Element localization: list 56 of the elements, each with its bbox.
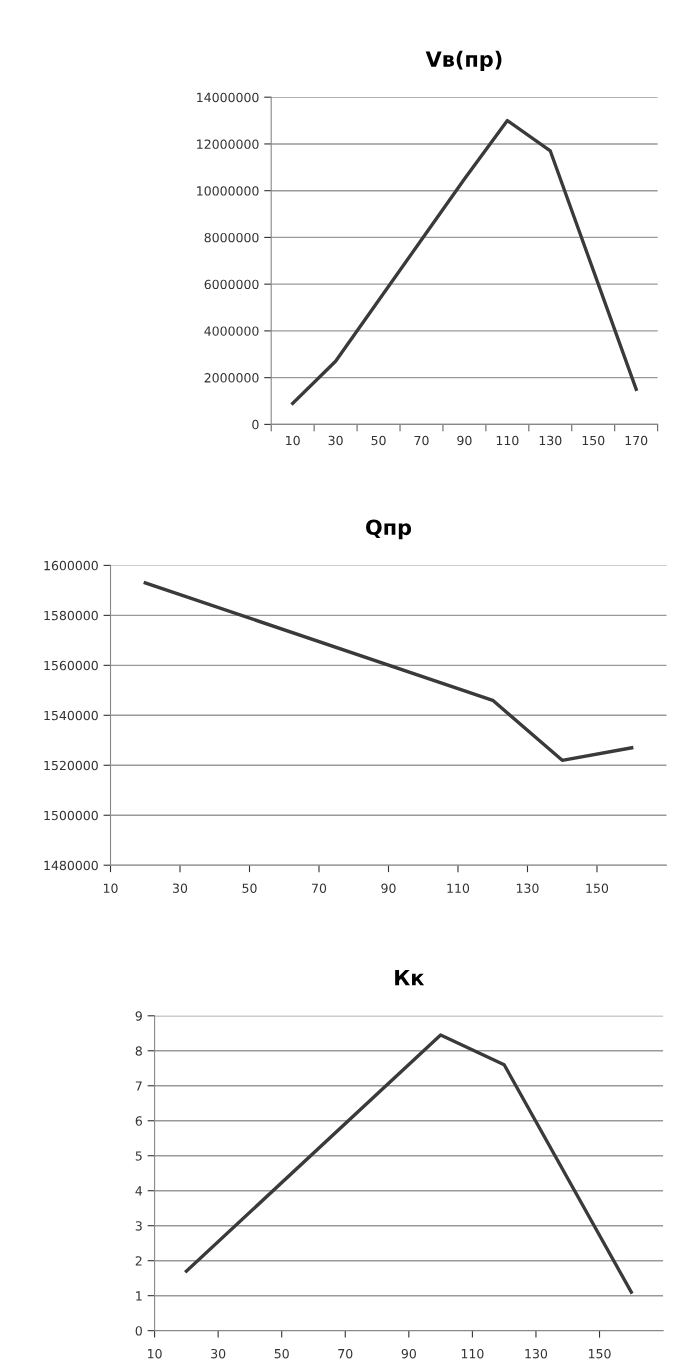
y-tick-label: 1540000 — [44, 710, 98, 721]
y-tick-label: 4000000 — [204, 326, 259, 336]
x-tick-label: 50 — [242, 883, 257, 893]
x-tick-label: 170 — [625, 435, 648, 446]
y-tick-label: 0 — [135, 1326, 142, 1336]
y-tick-label: 12000000 — [197, 139, 259, 149]
x-tick-label: 110 — [496, 435, 519, 446]
y-tick-label: 5 — [135, 1151, 142, 1161]
x-tick-label: 90 — [401, 1348, 416, 1359]
y-tick-label: 7 — [135, 1081, 142, 1091]
y-tick-label: 1500000 — [44, 810, 98, 821]
x-tick-label: 150 — [588, 1348, 611, 1359]
x-tick-label: 10 — [286, 435, 300, 446]
y-tick-label: 0 — [252, 419, 259, 430]
x-tick-label: 150 — [582, 435, 605, 446]
y-tick-label: 1480000 — [44, 860, 98, 871]
x-tick-label: 130 — [539, 435, 562, 446]
x-tick-label: 90 — [457, 435, 472, 446]
y-tick-label: 1600000 — [44, 560, 98, 571]
y-tick-label: 1560000 — [44, 660, 98, 671]
line-series — [184, 1033, 633, 1294]
x-tick-label: 70 — [414, 435, 429, 446]
x-tick-label: 90 — [381, 883, 396, 893]
y-tick-label: 8 — [135, 1046, 142, 1056]
x-tick-label: 30 — [328, 435, 343, 446]
x-tick-label: 130 — [516, 883, 539, 893]
x-tick-label: 30 — [173, 883, 188, 893]
y-tick-label: 1520000 — [44, 760, 98, 771]
x-tick-label: 30 — [211, 1348, 226, 1359]
chart-title: Кк — [395, 970, 425, 986]
y-tick-label: 3 — [135, 1221, 142, 1231]
x-tick-label: 50 — [371, 435, 386, 446]
x-tick-label: 10 — [103, 883, 118, 893]
x-tick-label: 50 — [274, 1348, 289, 1359]
line-series — [291, 118, 638, 406]
y-tick-label: 1580000 — [44, 610, 98, 621]
y-tick-label: 4 — [135, 1186, 143, 1196]
chart-title: Qпр — [366, 519, 412, 540]
y-tick-label: 9 — [135, 1011, 142, 1021]
y-tick-label: 6000000 — [204, 279, 259, 290]
x-tick-label: 150 — [586, 883, 609, 893]
y-tick-label: 6 — [135, 1116, 142, 1126]
x-tick-label: 70 — [312, 883, 327, 893]
x-tick-label: 130 — [525, 1348, 548, 1359]
x-tick-label: 110 — [461, 1348, 484, 1359]
chart-title: Vв(пр) — [425, 50, 502, 71]
x-tick-label: 110 — [447, 883, 470, 893]
x-tick-label: 70 — [338, 1348, 353, 1359]
y-tick-label: 2 — [135, 1256, 142, 1266]
line-series — [143, 581, 634, 762]
y-tick-label: 2000000 — [204, 373, 259, 383]
x-tick-label: 10 — [148, 1348, 162, 1359]
y-tick-label: 10000000 — [197, 186, 259, 196]
y-tick-label: 8000000 — [204, 232, 259, 243]
y-tick-label: 14000000 — [197, 92, 259, 103]
y-tick-label: 1 — [136, 1291, 142, 1301]
